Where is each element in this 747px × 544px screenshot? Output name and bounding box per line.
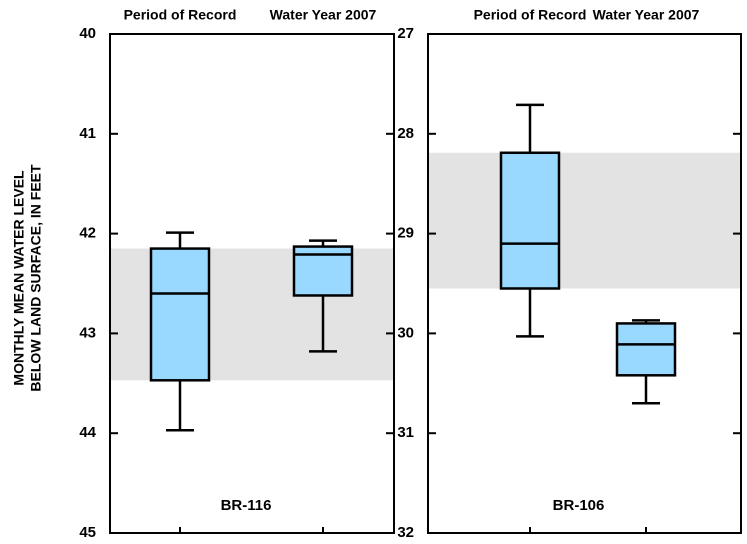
box — [499, 151, 561, 290]
y-tick-label: 32 — [397, 524, 414, 541]
station-label: BR-106 — [553, 497, 605, 514]
category-label: Water Year 2007 — [270, 7, 377, 23]
plot-frame — [427, 33, 742, 534]
y-tick-label: 42 — [79, 225, 96, 242]
box — [615, 322, 677, 377]
y-tick-label: 28 — [397, 125, 414, 142]
y-axis-label: BELOW LAND SURFACE, IN FEET — [28, 164, 44, 392]
y-tick-label: 41 — [79, 125, 96, 142]
y-tick-label: 45 — [79, 524, 96, 541]
y-tick-label: 40 — [79, 25, 96, 42]
y-axis-label: MONTHLY MEAN WATER LEVEL — [11, 170, 27, 386]
y-tick-label: 31 — [397, 424, 414, 441]
category-label: Period of Record — [474, 7, 587, 23]
plot-frame — [109, 33, 395, 534]
station-label: BR-116 — [221, 497, 272, 514]
y-tick-label: 29 — [397, 225, 414, 242]
y-tick-label: 43 — [79, 324, 96, 341]
y-tick-label: 30 — [397, 324, 414, 341]
y-tick-label: 27 — [397, 25, 414, 42]
box — [149, 247, 211, 382]
category-label: Water Year 2007 — [593, 7, 700, 23]
y-tick-label: 44 — [79, 424, 96, 441]
category-label: Period of Record — [124, 7, 237, 23]
iqr-band — [428, 152, 741, 289]
